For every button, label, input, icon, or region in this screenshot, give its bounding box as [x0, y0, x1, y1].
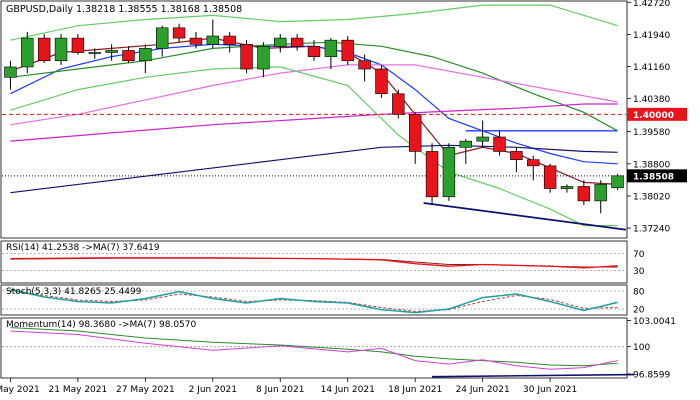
rsi-level-label: 70: [633, 250, 645, 260]
rsi-level-label: 30: [633, 267, 645, 277]
candle-bull: [156, 27, 169, 49]
candle-bear: [341, 39, 354, 62]
momentum-tick-label: 103.0041: [633, 317, 676, 327]
date-label: 30 Jun 2021: [523, 385, 577, 395]
candle-bear: [172, 27, 186, 39]
candle-bear: [290, 37, 304, 47]
momentum-tick-label: 100: [633, 343, 650, 353]
rsi-main-line: [10, 257, 618, 269]
candle-bear: [392, 93, 405, 115]
candle-bear: [71, 37, 85, 53]
candle-bear: [240, 43, 253, 70]
candle-bull: [594, 184, 607, 202]
overlay-line-ma_navy-5: [10, 144, 618, 194]
price-tick-label: 1.41160: [633, 63, 670, 73]
price-tick-label: 1.41940: [633, 31, 670, 41]
candle-bear: [223, 35, 236, 45]
stoch-main-line: [10, 288, 618, 314]
rsi-label: RSI(14) 41.2538 ->MA(7) 37.6419: [6, 243, 160, 253]
candle-bull: [105, 50, 118, 53]
stoch-signal-line: [10, 290, 618, 312]
momentum-tick-label: 96.8599: [633, 371, 670, 381]
candle-bull: [442, 147, 456, 198]
candle-bull: [459, 140, 472, 148]
overlay-line-ma_blue-1: [10, 43, 618, 165]
level-tag-0: [627, 107, 687, 121]
candle-bull: [206, 35, 220, 45]
momentum-trendline: [432, 373, 635, 378]
candle-bear: [510, 151, 523, 160]
date-label: 14 Jun 2021: [321, 385, 375, 395]
candle-bear: [493, 136, 506, 152]
price-tick-label: 1.40380: [633, 95, 670, 105]
stoch-level-label: 80: [633, 288, 645, 298]
candle-bear: [425, 151, 439, 198]
candle-bull: [257, 46, 270, 70]
candle-bull: [139, 48, 152, 62]
candle-bull: [611, 175, 624, 189]
candle-bear: [375, 68, 388, 95]
date-label: 8 Jun 2021: [256, 385, 304, 395]
price-tick-label: 1.39580: [633, 128, 670, 138]
candle-bear: [189, 37, 203, 45]
trendline: [423, 202, 627, 231]
candle-bear: [408, 114, 422, 152]
stoch-label: Stoch(5,3,3) 41.8265 25.4499: [6, 287, 142, 297]
price-tick-label: 1.38020: [633, 192, 670, 202]
stoch-level-label: 20: [633, 306, 645, 316]
panel-frame-3: [0, 317, 628, 379]
overlay-line-ma_green-2: [10, 41, 618, 132]
candle-bear: [577, 186, 591, 202]
candle-bull: [4, 66, 17, 78]
overlay-line-ma_violet-3: [10, 64, 618, 126]
candle-bull: [560, 186, 574, 189]
momentum-label: Momentum(14) 98.3680 ->MA(7) 98.0570: [6, 320, 197, 330]
overlay-line-band-7: [10, 66, 618, 227]
candle-bull: [476, 136, 489, 142]
date-label: 21 May 2021: [49, 385, 108, 395]
candle-bear: [307, 46, 321, 57]
candle-bear: [358, 60, 371, 70]
candle-bear: [543, 165, 557, 189]
date-label: 2 Jun 2021: [189, 385, 237, 395]
date-label: 17 May 2021: [0, 385, 40, 395]
candle-bull: [21, 37, 34, 68]
date-label: 18 Jun 2021: [388, 385, 442, 395]
panel-frame-1: [0, 240, 628, 284]
panel-frame-2: [0, 284, 628, 316]
price-tick-label: 1.38800: [633, 160, 670, 170]
date-label: 27 May 2021: [116, 385, 175, 395]
price-tick-label: 1.42720: [633, 0, 670, 9]
level-tag-2: [627, 169, 687, 183]
date-label: 24 Jun 2021: [456, 385, 510, 395]
overlay-line-band-6: [10, 4, 618, 41]
candle-bull: [88, 52, 101, 54]
candle-bull: [274, 37, 287, 47]
candle-bull: [54, 37, 68, 62]
candle-bull: [324, 39, 338, 57]
chart-title: GBPUSD,Daily 1.38218 1.38555 1.38168 1.3…: [6, 4, 242, 15]
candle-bear: [527, 159, 540, 167]
level-tag-label-2: 1.38508: [633, 172, 674, 182]
level-tag-label-0: 1.40000: [633, 111, 674, 121]
price-tick-label: 1.37240: [633, 225, 670, 235]
momentum-main-line: [10, 330, 618, 370]
candle-bear: [122, 50, 135, 62]
candle-bear: [37, 37, 51, 62]
